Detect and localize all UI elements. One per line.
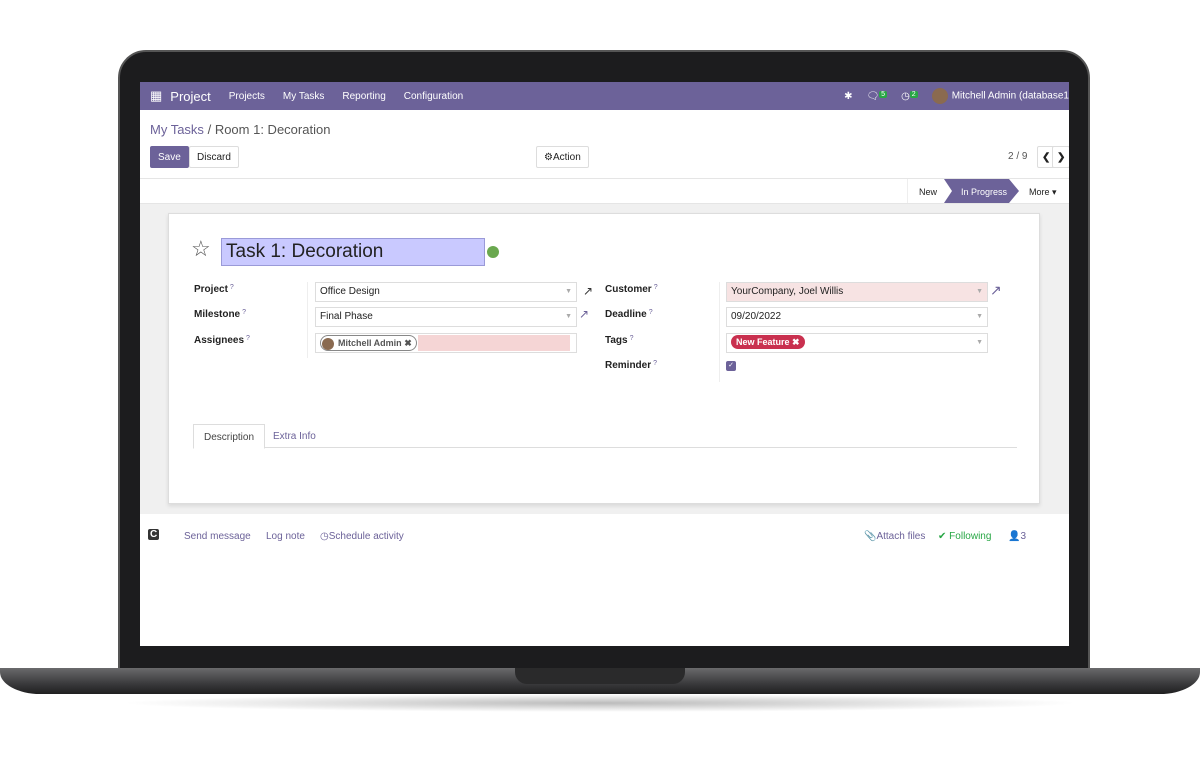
stage-pipeline — [907, 179, 1019, 203]
breadcrumb-separator: / — [207, 122, 212, 137]
activities-button[interactable]: ◷ 2 — [901, 90, 918, 102]
customer-label: Customer? — [605, 284, 658, 295]
stage-new[interactable]: New — [919, 187, 938, 197]
deadline-field[interactable]: 09/20/2022 ▼ — [726, 307, 988, 327]
menu-configuration[interactable]: Configuration — [403, 90, 464, 102]
remove-icon[interactable]: ✖ — [404, 338, 412, 348]
laptop-notch — [515, 668, 685, 684]
tab-description[interactable]: Description — [193, 424, 266, 449]
pager-value: 2 / 9 — [1008, 151, 1028, 162]
debug-bug-icon[interactable]: ✱ — [844, 90, 853, 102]
notebook-tabs: Description Extra Info — [193, 424, 1017, 449]
menu-reporting[interactable]: Reporting — [342, 90, 386, 102]
stage-in-progress-shape[interactable] — [944, 179, 1019, 203]
chatter-logo-icon: C — [148, 529, 160, 540]
app-brand[interactable]: Project — [170, 88, 211, 104]
milestone-label: Milestone? — [194, 309, 247, 320]
remove-icon[interactable]: ✖ — [792, 337, 800, 347]
activities-badge: 2 — [909, 90, 918, 98]
external-link-icon[interactable]: ↗ — [583, 284, 594, 298]
customer-field[interactable]: YourCompany, Joel Willis ▼ — [726, 282, 988, 302]
action-button[interactable]: ⚙Action — [536, 146, 589, 168]
user-name: Mitchell Admin (database1 — [951, 90, 1069, 102]
tag-new-feature: New Feature ✖ — [731, 335, 805, 349]
chat-icon: 🗨 — [866, 90, 880, 102]
check-icon: ✔ — [938, 531, 947, 542]
menu-my-tasks[interactable]: My Tasks — [282, 90, 325, 102]
assignee-tag: Mitchell Admin ✖ — [320, 335, 417, 351]
assignees-label: Assignees? — [194, 335, 250, 346]
log-note-button[interactable]: Log note — [266, 531, 305, 542]
more-label: More — [1029, 187, 1050, 197]
following-button[interactable]: ✔ Following — [938, 531, 992, 542]
milestone-field[interactable]: Final Phase ▼ — [315, 307, 577, 327]
breadcrumb: My Tasks / Room 1: Decoration — [150, 122, 330, 137]
send-message-button[interactable]: Send message — [184, 531, 251, 542]
reminder-checkbox[interactable]: ✓ — [726, 361, 736, 371]
discard-button[interactable]: Discard — [189, 146, 239, 168]
messages-badge: 5 — [879, 90, 888, 98]
star-icon[interactable]: ☆ — [191, 236, 211, 261]
tab-extra-info[interactable]: Extra Info — [273, 431, 316, 442]
menu-projects[interactable]: Projects — [228, 90, 265, 102]
external-link-icon[interactable]: ↗ — [579, 307, 590, 321]
stage-in-progress[interactable]: In Progress — [961, 187, 1008, 197]
avatar — [931, 88, 948, 104]
reminder-label: Reminder? — [605, 360, 658, 371]
followers-button[interactable]: 👤3 — [1008, 531, 1027, 542]
paperclip-icon: 📎 — [864, 531, 877, 542]
pager-next[interactable]: ❯ — [1052, 146, 1069, 168]
top-navbar: ▦ Project Projects My Tasks Reporting Co… — [140, 82, 1069, 110]
external-link-icon[interactable]: ↗ — [990, 282, 1002, 298]
laptop-shadow — [120, 694, 1080, 712]
schedule-activity-button[interactable]: ◷Schedule activity — [320, 531, 404, 542]
screen: ▦ Project Projects My Tasks Reporting Co… — [140, 82, 1069, 646]
user-menu[interactable]: Mitchell Admin (database1 — [931, 88, 1069, 104]
avatar — [322, 337, 334, 350]
gear-icon: ⚙ — [544, 152, 553, 163]
save-button[interactable]: Save — [150, 146, 189, 168]
apps-menu-icon[interactable]: ▦ — [150, 88, 163, 103]
project-field[interactable]: Office Design ▼ — [315, 282, 577, 302]
breadcrumb-my-tasks[interactable]: My Tasks — [150, 122, 204, 137]
project-label: Project? — [194, 284, 234, 295]
kanban-state-indicator[interactable] — [487, 246, 499, 258]
breadcrumb-current: Room 1: Decoration — [214, 122, 331, 137]
caret-down-icon: ▾ — [1052, 187, 1057, 197]
clock-icon: ◷ — [901, 90, 910, 102]
task-title-input[interactable]: Task 1: Decoration — [221, 238, 485, 266]
user-icon: 👤 — [1008, 531, 1021, 542]
tags-field[interactable]: New Feature ✖ ▼ — [726, 333, 988, 353]
tags-label: Tags? — [605, 335, 634, 346]
deadline-label: Deadline? — [605, 309, 653, 320]
messages-button[interactable]: 🗨 5 — [866, 90, 888, 102]
clock-icon: ◷ — [320, 531, 329, 542]
action-label: Action — [552, 152, 581, 163]
status-bar: New In Progress More ▾ — [140, 178, 1069, 204]
stage-more[interactable]: More ▾ — [1029, 187, 1057, 198]
pager-previous[interactable]: ❮ — [1037, 146, 1056, 168]
attach-files-button[interactable]: 📎Attach files — [864, 531, 926, 542]
form-sheet: ☆ Task 1: Decoration Project? Milestone?… — [168, 213, 1040, 504]
assignees-field[interactable]: Mitchell Admin ✖ — [315, 333, 577, 353]
